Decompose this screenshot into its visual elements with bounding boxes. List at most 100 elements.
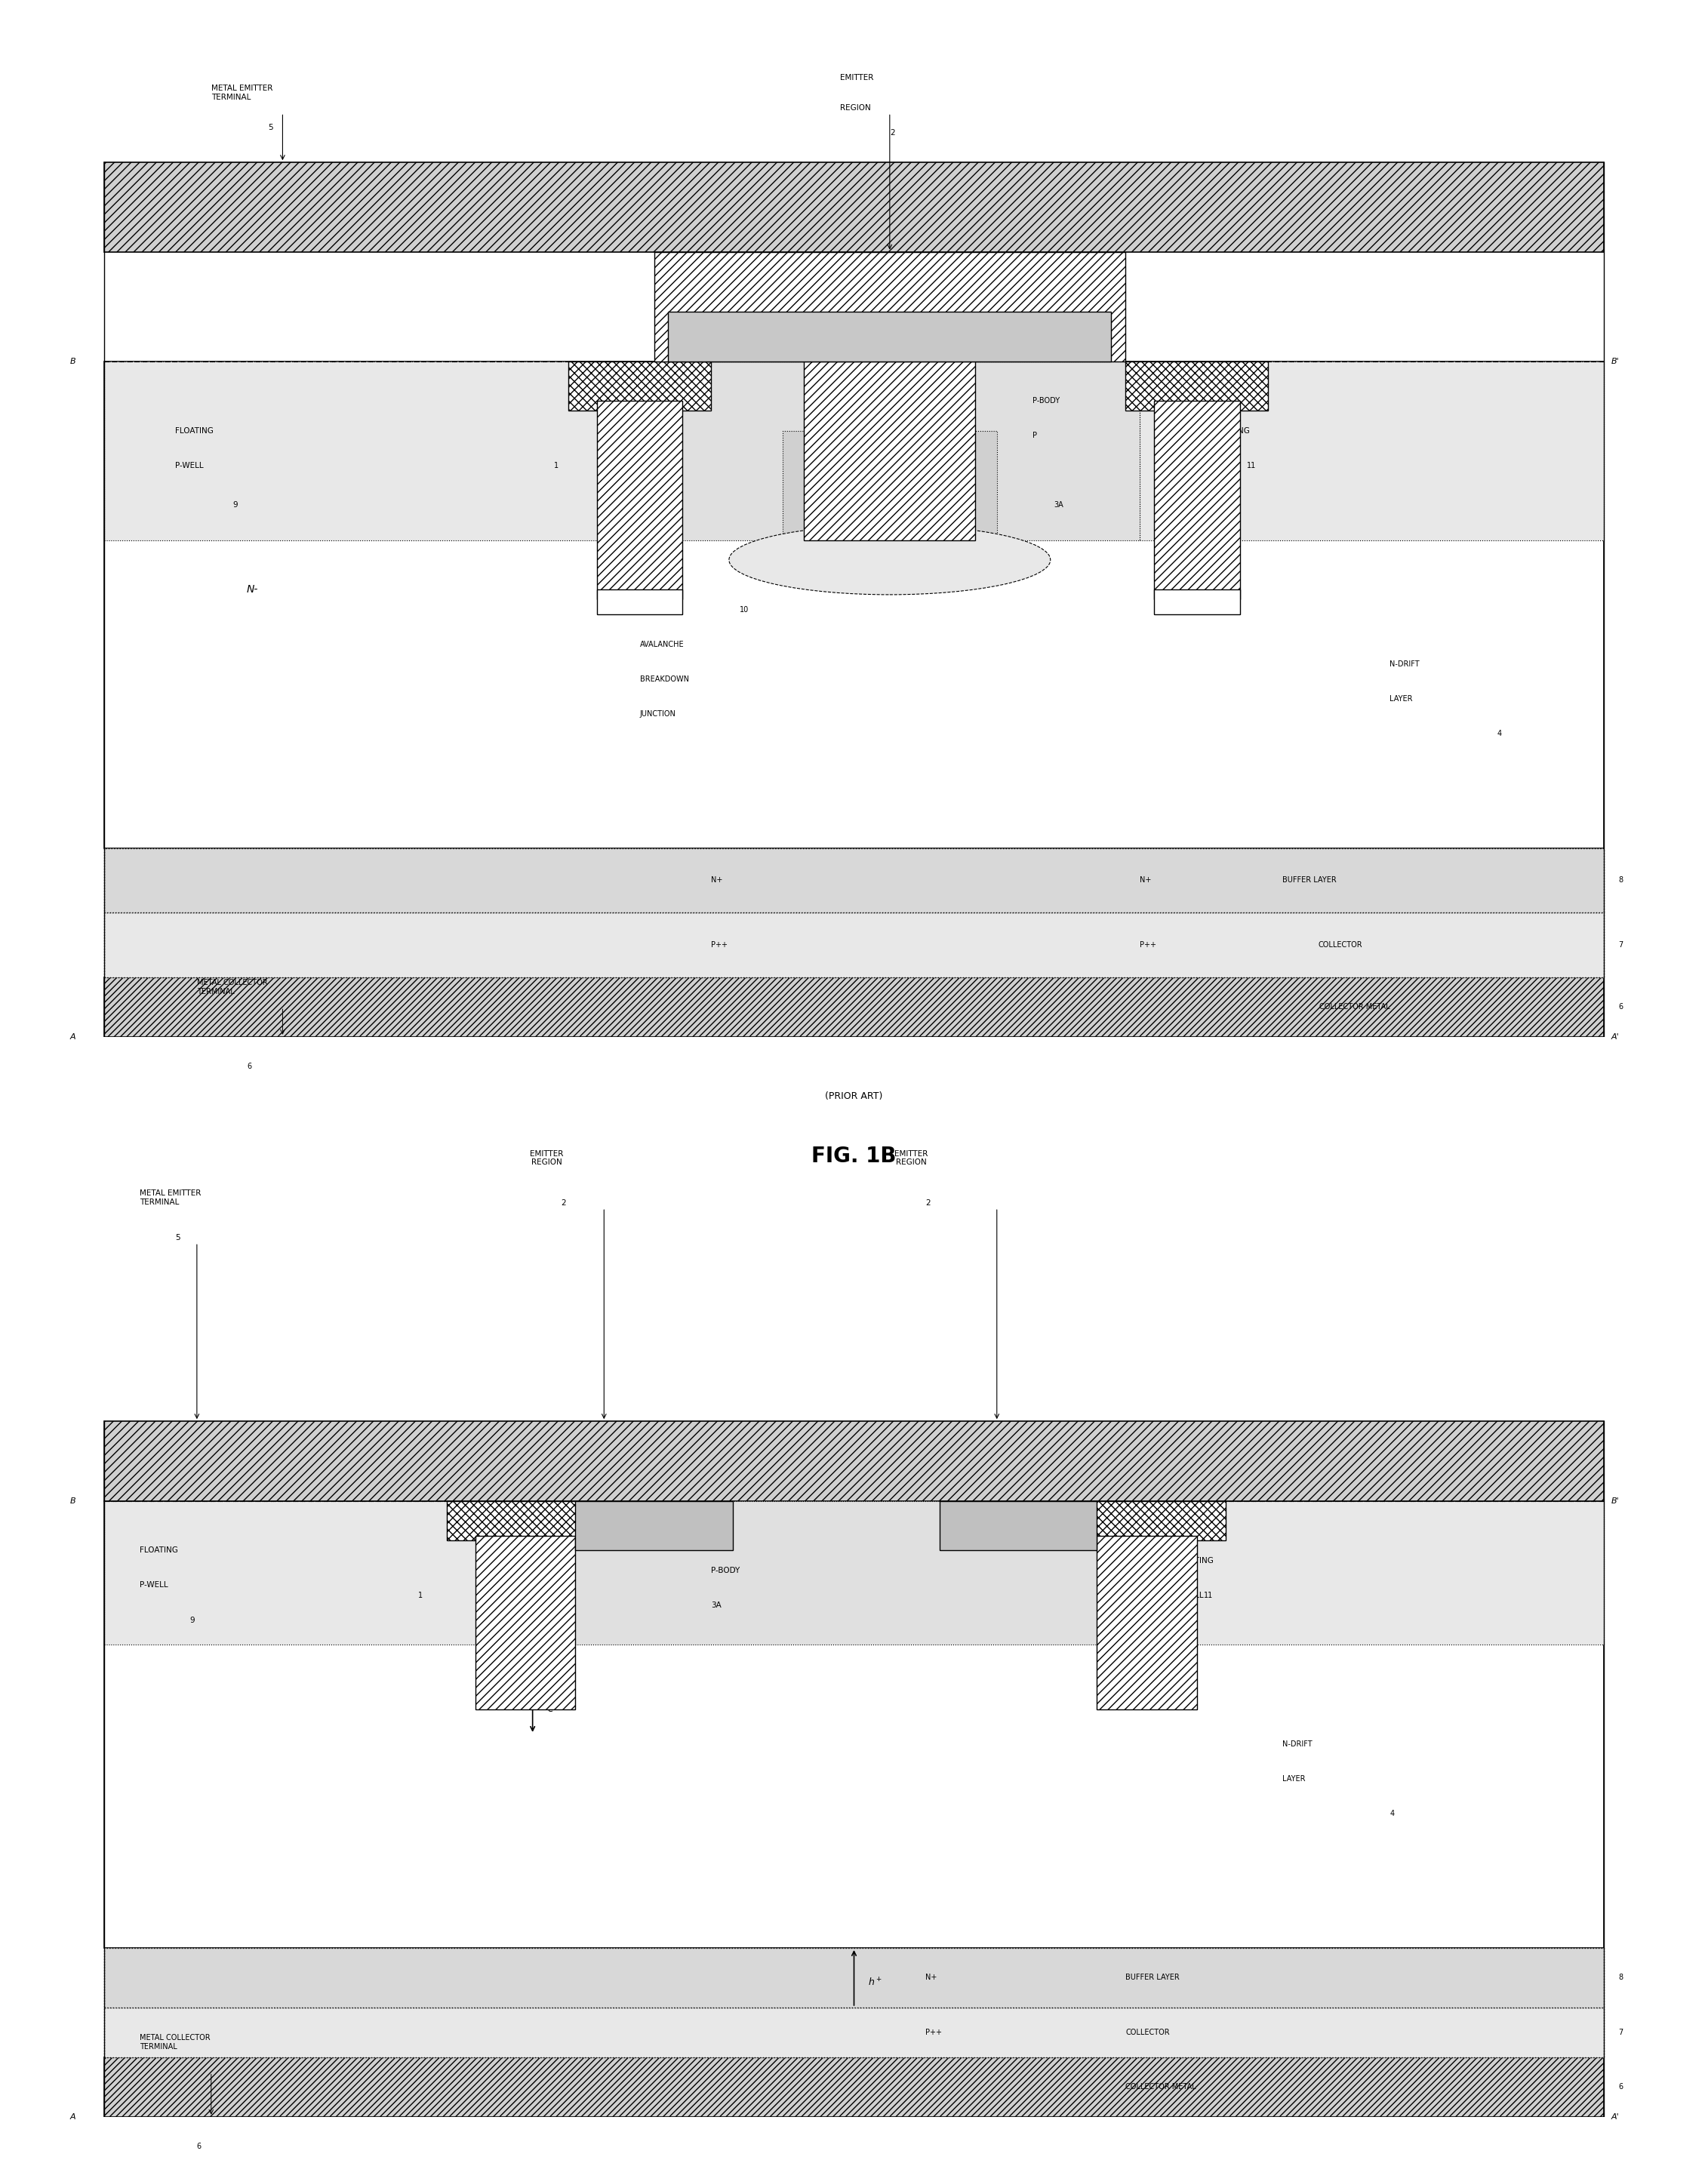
Text: 6: 6 — [1617, 1002, 1623, 1011]
Text: BREAKDOWN: BREAKDOWN — [640, 676, 688, 683]
Text: METAL EMITTER
TERMINAL: METAL EMITTER TERMINAL — [140, 1190, 202, 1205]
Bar — [1155, 402, 1240, 600]
Text: B: B — [70, 356, 75, 365]
Bar — [104, 361, 640, 540]
Text: $\bar{e}$: $\bar{e}$ — [547, 1704, 553, 1715]
Bar — [104, 162, 1604, 253]
Bar — [668, 311, 1112, 361]
Text: N+: N+ — [926, 1974, 938, 1981]
Text: COLLECTOR METAL: COLLECTOR METAL — [1126, 2082, 1196, 2091]
Text: EMITTER
REGION: EMITTER REGION — [895, 1149, 927, 1166]
Text: B': B' — [1611, 356, 1619, 365]
Text: 2: 2 — [562, 1199, 565, 1207]
Text: REGION: REGION — [840, 104, 871, 112]
Text: EMITTER
REGION: EMITTER REGION — [529, 1149, 564, 1166]
Text: P-BODY: P-BODY — [711, 1566, 740, 1575]
Text: A': A' — [1611, 2112, 1619, 2121]
Bar — [104, 976, 1604, 1037]
Bar — [640, 361, 1139, 540]
Text: AVALANCHE: AVALANCHE — [640, 642, 683, 648]
Bar — [596, 590, 683, 616]
Bar — [104, 1501, 569, 1646]
Text: 5: 5 — [176, 1233, 181, 1242]
Text: FLOATING: FLOATING — [1175, 1557, 1214, 1564]
Text: 2: 2 — [926, 1199, 931, 1207]
Bar — [804, 361, 975, 540]
Text: BUFFER LAYER: BUFFER LAYER — [1126, 1974, 1180, 1981]
Text: 3A: 3A — [1054, 501, 1064, 510]
Text: 6: 6 — [248, 1063, 251, 1071]
Text: LAYER: LAYER — [1283, 1776, 1305, 1782]
Text: COLLECTOR: COLLECTOR — [1319, 942, 1363, 948]
Text: B': B' — [1611, 1497, 1619, 1506]
Text: P-BODY: P-BODY — [1033, 397, 1061, 404]
Text: FLOATING: FLOATING — [140, 1547, 178, 1555]
Text: 1: 1 — [553, 462, 559, 469]
Text: 9: 9 — [232, 501, 237, 510]
Text: 7: 7 — [1617, 2028, 1623, 2037]
Text: P-WELL: P-WELL — [176, 462, 203, 469]
Bar — [1068, 1501, 1225, 1540]
Text: 6: 6 — [1617, 2082, 1623, 2091]
Text: 7: 7 — [1617, 942, 1623, 948]
Text: 1: 1 — [418, 1592, 424, 1598]
Bar — [1097, 1536, 1197, 1709]
Text: N+: N+ — [1139, 877, 1151, 883]
Text: FLOATING: FLOATING — [1211, 428, 1250, 434]
Text: P: P — [654, 432, 659, 438]
Text: P++: P++ — [1139, 942, 1156, 948]
Text: 11: 11 — [1204, 1592, 1213, 1598]
Text: METAL EMITTER
TERMINAL: METAL EMITTER TERMINAL — [212, 84, 273, 102]
Text: (PRIOR ART): (PRIOR ART) — [825, 1091, 883, 1102]
Text: P-BODY: P-BODY — [654, 397, 681, 404]
Text: $h^+$: $h^+$ — [868, 1976, 883, 1989]
Text: 2: 2 — [1040, 333, 1045, 339]
Bar — [104, 849, 1604, 912]
Text: LAYER: LAYER — [1390, 696, 1413, 702]
Text: 4: 4 — [1496, 730, 1501, 737]
Bar — [1155, 590, 1240, 616]
Bar — [104, 1421, 1604, 1501]
Text: JUNCTION: JUNCTION — [640, 711, 676, 717]
Text: P-WELL: P-WELL — [1211, 462, 1240, 469]
Text: EMITTER: EMITTER — [840, 73, 873, 82]
Text: N+: N+ — [982, 1523, 994, 1529]
Text: METAL COLLECTOR
TERMINAL: METAL COLLECTOR TERMINAL — [196, 978, 268, 996]
Text: N+: N+ — [863, 333, 874, 339]
Text: P++: P++ — [926, 2028, 943, 2037]
Bar — [104, 2007, 1604, 2056]
Text: BUFFER LAYER: BUFFER LAYER — [1283, 877, 1337, 883]
Text: P++: P++ — [711, 942, 728, 948]
Text: A: A — [70, 1032, 75, 1041]
Text: N-DRIFT: N-DRIFT — [1283, 1741, 1312, 1747]
Bar — [596, 402, 683, 600]
Text: A: A — [70, 2112, 75, 2121]
Text: 9: 9 — [190, 1616, 195, 1624]
Bar — [475, 1536, 576, 1709]
Bar — [569, 1501, 1103, 1646]
Text: A': A' — [1611, 1032, 1619, 1041]
Ellipse shape — [729, 525, 1050, 594]
Text: 8: 8 — [1617, 877, 1623, 883]
Bar — [654, 253, 1126, 361]
Text: 3B1: 3B1 — [861, 486, 874, 495]
Text: COLLECTOR: COLLECTOR — [1126, 2028, 1170, 2037]
Bar — [104, 361, 1604, 849]
Text: P+: P+ — [863, 447, 873, 454]
Bar — [447, 1501, 605, 1540]
Text: B: B — [70, 1497, 75, 1506]
Bar — [104, 914, 1604, 976]
Bar — [1139, 361, 1604, 540]
Text: 8: 8 — [1617, 1974, 1623, 1981]
Text: 3A: 3A — [711, 1601, 721, 1609]
Text: COLLECTOR METAL: COLLECTOR METAL — [1319, 1002, 1390, 1011]
Bar — [104, 1501, 1604, 1948]
Text: 3A: 3A — [654, 501, 664, 510]
Text: N+: N+ — [711, 877, 722, 883]
Bar — [1126, 361, 1269, 410]
Bar — [104, 2056, 1604, 2117]
Bar — [782, 430, 997, 540]
Bar — [939, 1501, 1097, 1551]
Text: 4: 4 — [1390, 1810, 1394, 1817]
Text: P-WELL: P-WELL — [1175, 1592, 1204, 1598]
